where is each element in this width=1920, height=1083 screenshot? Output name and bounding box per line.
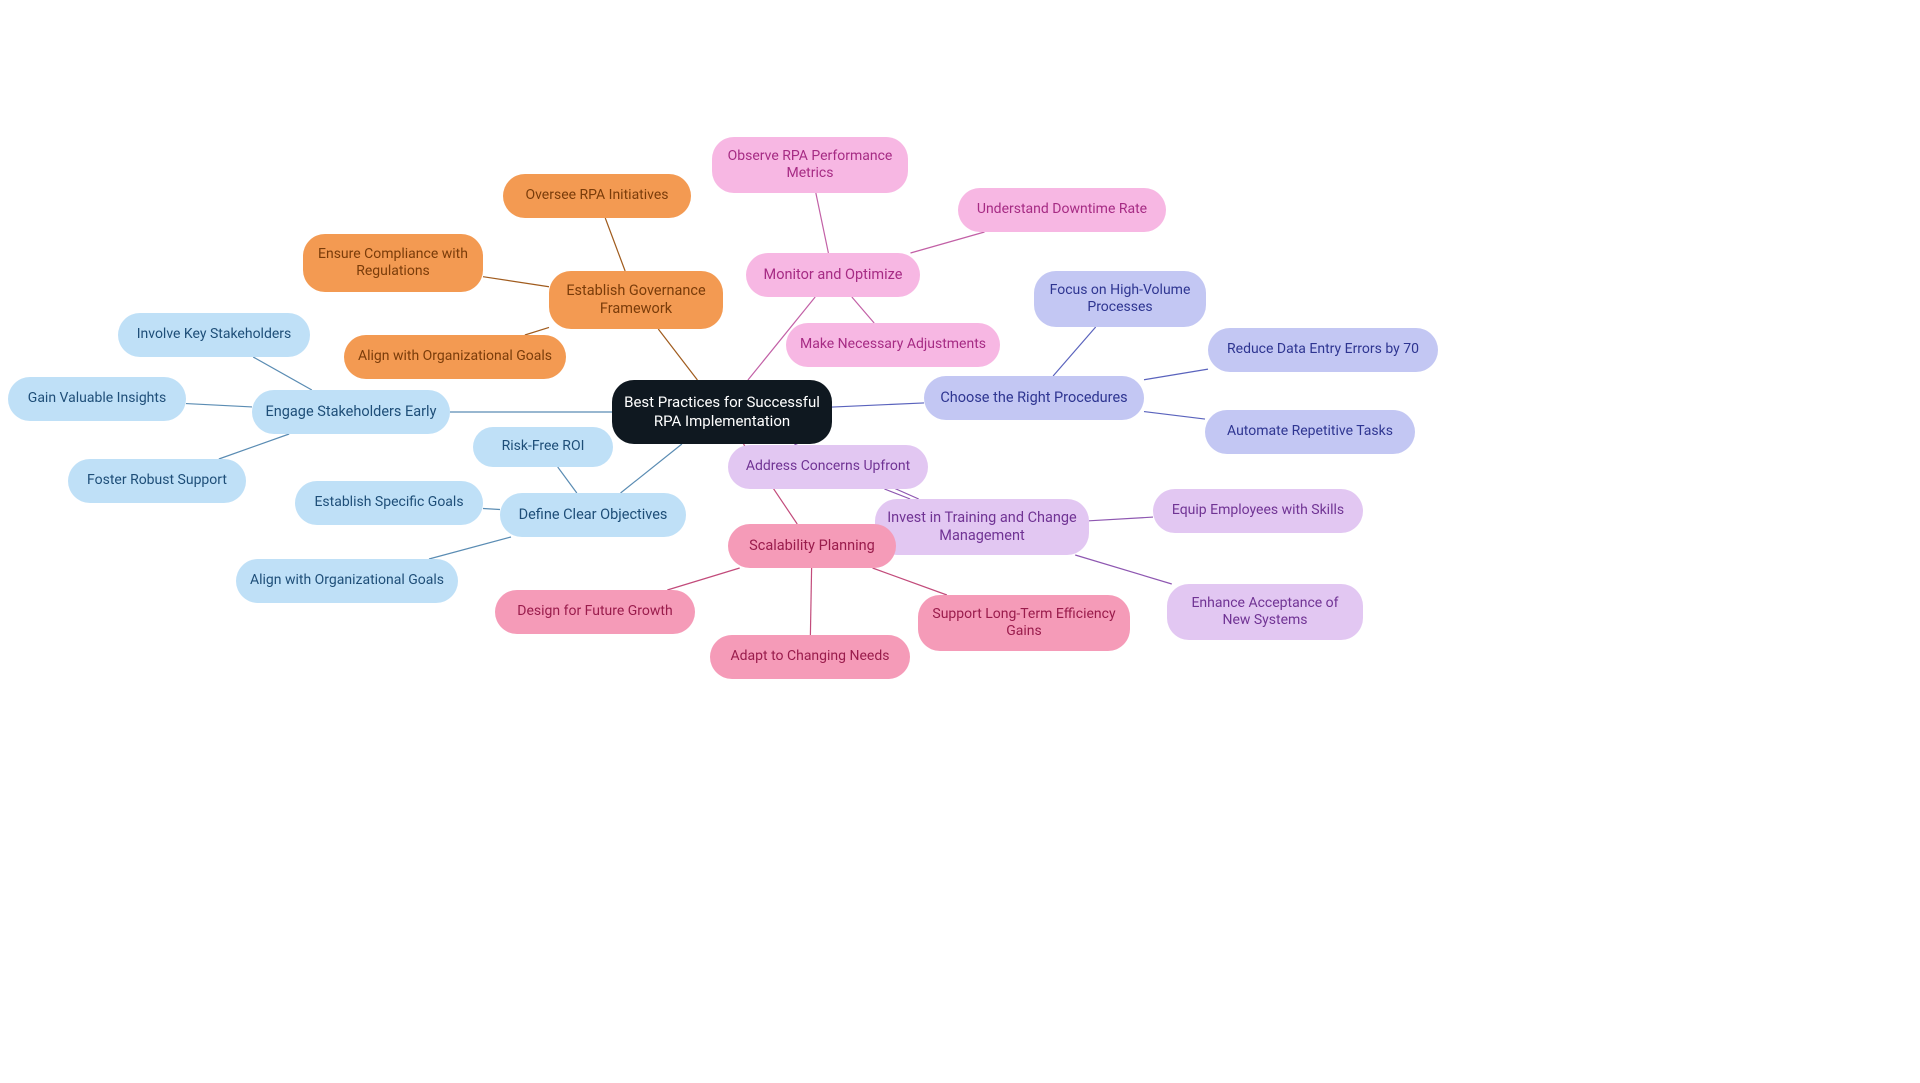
edge xyxy=(219,434,289,459)
edge xyxy=(852,297,874,323)
edge xyxy=(816,193,829,253)
leaf-node-scale2: Adapt to Changing Needs xyxy=(710,635,910,679)
branch-node-gov: Establish Governance Framework xyxy=(549,271,723,329)
leaf-node-proc3-label: Automate Repetitive Tasks xyxy=(1227,423,1393,441)
edge xyxy=(483,509,500,510)
edge xyxy=(658,329,697,380)
edge xyxy=(1144,369,1208,380)
edge xyxy=(525,327,549,335)
edge xyxy=(832,403,924,407)
root-node: Best Practices for Successful RPA Implem… xyxy=(612,380,832,444)
leaf-node-obj3-label: Align with Organizational Goals xyxy=(250,572,444,590)
leaf-node-proc2: Reduce Data Entry Errors by 70 xyxy=(1208,328,1438,372)
branch-node-gov-label: Establish Governance Framework xyxy=(559,282,713,318)
leaf-node-proc1: Focus on High-Volume Processes xyxy=(1034,271,1206,327)
edge xyxy=(186,404,252,407)
branch-node-eng: Engage Stakeholders Early xyxy=(252,390,450,434)
leaf-node-mon1-label: Observe RPA Performance Metrics xyxy=(722,148,898,183)
leaf-node-mon1: Observe RPA Performance Metrics xyxy=(712,137,908,193)
branch-node-obj: Define Clear Objectives xyxy=(500,493,686,537)
leaf-node-scale1: Design for Future Growth xyxy=(495,590,695,634)
edge xyxy=(911,232,985,253)
leaf-node-mon2: Understand Downtime Rate xyxy=(958,188,1166,232)
leaf-node-eng1: Involve Key Stakeholders xyxy=(118,313,310,357)
branch-node-mon-label: Monitor and Optimize xyxy=(764,266,903,284)
leaf-node-proc3: Automate Repetitive Tasks xyxy=(1205,410,1415,454)
edge xyxy=(884,489,910,499)
leaf-node-train2-label: Equip Employees with Skills xyxy=(1172,502,1344,520)
branch-node-proc-label: Choose the Right Procedures xyxy=(940,389,1127,407)
leaf-node-eng2: Gain Valuable Insights xyxy=(8,377,186,421)
leaf-node-gov2: Ensure Compliance with Regulations xyxy=(303,234,483,292)
leaf-node-proc2-label: Reduce Data Entry Errors by 70 xyxy=(1227,341,1419,359)
edge xyxy=(429,537,511,559)
branch-node-obj-label: Define Clear Objectives xyxy=(519,506,668,524)
leaf-node-scale3: Support Long-Term Efficiency Gains xyxy=(918,595,1130,651)
root-node-label: Best Practices for Successful RPA Implem… xyxy=(622,393,822,431)
branch-node-eng-label: Engage Stakeholders Early xyxy=(266,403,437,421)
edge xyxy=(483,277,549,287)
edge xyxy=(1144,412,1205,420)
edge xyxy=(1089,517,1153,521)
leaf-node-obj2-label: Establish Specific Goals xyxy=(314,494,463,512)
leaf-node-gov3: Align with Organizational Goals xyxy=(344,335,566,379)
edge xyxy=(605,218,625,271)
leaf-node-obj3: Align with Organizational Goals xyxy=(236,559,458,603)
leaf-node-train1-label: Address Concerns Upfront xyxy=(746,458,910,476)
branch-node-proc: Choose the Right Procedures xyxy=(924,376,1144,420)
leaf-node-gov1: Oversee RPA Initiatives xyxy=(503,174,691,218)
edge xyxy=(621,444,682,493)
leaf-node-eng1-label: Involve Key Stakeholders xyxy=(137,326,292,344)
leaf-node-gov1-label: Oversee RPA Initiatives xyxy=(525,187,668,205)
leaf-node-train3: Enhance Acceptance of New Systems xyxy=(1167,584,1363,640)
leaf-node-train1: Address Concerns Upfront xyxy=(728,445,928,489)
edge xyxy=(667,568,739,590)
branch-node-scale: Scalability Planning xyxy=(728,524,896,568)
leaf-node-proc1-label: Focus on High-Volume Processes xyxy=(1044,282,1196,317)
leaf-node-eng3-label: Foster Robust Support xyxy=(87,472,227,490)
leaf-node-scale2-label: Adapt to Changing Needs xyxy=(731,648,890,666)
leaf-node-obj1: Risk-Free ROI xyxy=(473,427,613,467)
edge xyxy=(558,467,577,493)
branch-node-scale-label: Scalability Planning xyxy=(749,537,875,555)
branch-node-train-label: Invest in Training and Change Management xyxy=(885,509,1079,545)
leaf-node-scale1-label: Design for Future Growth xyxy=(517,603,672,621)
leaf-node-mon3: Make Necessary Adjustments xyxy=(786,323,1000,367)
leaf-node-mon2-label: Understand Downtime Rate xyxy=(977,201,1147,219)
leaf-node-train2: Equip Employees with Skills xyxy=(1153,489,1363,533)
edge xyxy=(810,568,811,635)
mindmap-canvas: Best Practices for Successful RPA Implem… xyxy=(0,0,1920,1083)
edge xyxy=(253,357,312,390)
leaf-node-eng3: Foster Robust Support xyxy=(68,459,246,503)
branch-node-train: Invest in Training and Change Management xyxy=(875,499,1089,555)
leaf-node-gov3-label: Align with Organizational Goals xyxy=(358,348,552,366)
leaf-node-mon3-label: Make Necessary Adjustments xyxy=(800,336,986,354)
leaf-node-eng2-label: Gain Valuable Insights xyxy=(28,390,166,408)
leaf-node-train3-label: Enhance Acceptance of New Systems xyxy=(1177,595,1353,630)
edge xyxy=(1075,555,1172,584)
leaf-node-obj2: Establish Specific Goals xyxy=(295,481,483,525)
leaf-node-scale3-label: Support Long-Term Efficiency Gains xyxy=(928,606,1120,641)
edge xyxy=(1053,327,1096,376)
branch-node-mon: Monitor and Optimize xyxy=(746,253,920,297)
edge xyxy=(873,568,947,595)
leaf-node-gov2-label: Ensure Compliance with Regulations xyxy=(313,246,473,281)
leaf-node-obj1-label: Risk-Free ROI xyxy=(502,438,585,456)
